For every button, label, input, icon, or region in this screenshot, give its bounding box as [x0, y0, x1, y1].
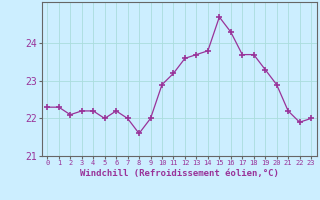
X-axis label: Windchill (Refroidissement éolien,°C): Windchill (Refroidissement éolien,°C) [80, 169, 279, 178]
